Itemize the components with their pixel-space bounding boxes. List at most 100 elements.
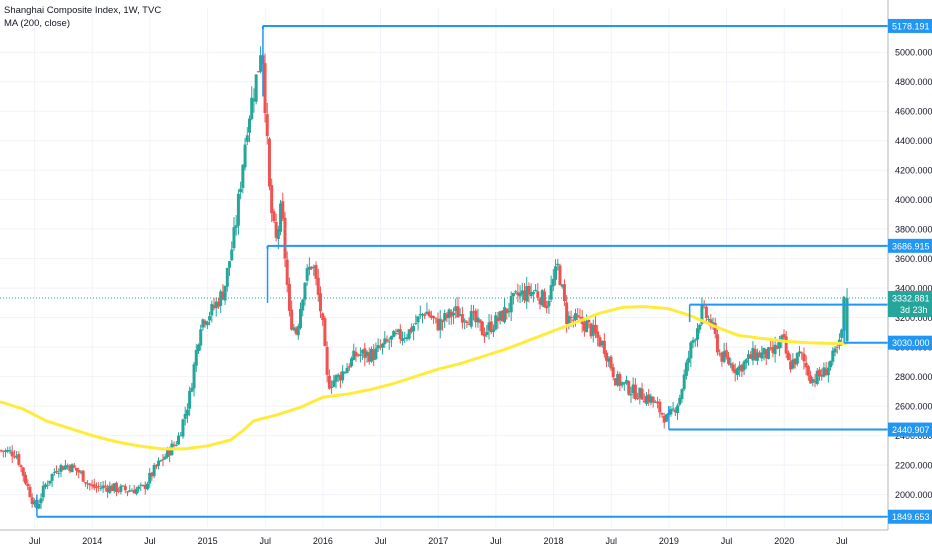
candle-body (343, 372, 347, 374)
candle-body (394, 332, 398, 334)
candle-body (103, 485, 107, 488)
candle-body (52, 471, 56, 473)
last-price-countdown: 3d 23h (900, 305, 928, 315)
candle-body (842, 296, 846, 331)
level-price-label: 3030.000 (892, 338, 930, 348)
candle-body (307, 266, 311, 270)
candle-body (281, 201, 285, 219)
candle-body (0, 450, 3, 452)
candle-body (236, 193, 240, 226)
price-tick-label: 3400.000 (895, 284, 932, 294)
candle-body (210, 304, 214, 316)
candle-body (363, 348, 367, 358)
candle-body (59, 465, 63, 472)
candle-body (361, 349, 365, 354)
candle-body (263, 63, 267, 114)
candle-body (338, 375, 342, 381)
candle-body (287, 283, 291, 311)
legend-title: Shanghai Composite Index, 1W, TVC (4, 5, 162, 16)
candle-body (678, 397, 682, 405)
level-price-label: 5178.191 (892, 21, 930, 31)
candle-body (840, 329, 844, 338)
last-price-value: 3332.881 (892, 294, 930, 304)
candle-body (354, 352, 358, 357)
candle-body (720, 352, 724, 362)
candle-body (611, 367, 615, 378)
candle-body (241, 165, 245, 188)
candle-body (656, 401, 660, 404)
candle-body (6, 449, 10, 452)
candle-body (254, 74, 258, 102)
candle-body (680, 389, 684, 399)
candle-body (704, 306, 708, 319)
candle-body (132, 490, 136, 494)
candle-body (789, 361, 793, 370)
price-tick-label: 3600.000 (895, 254, 932, 264)
time-tick-label: 2020 (774, 536, 794, 546)
candle-body (248, 118, 252, 133)
time-tick-label: 2019 (659, 536, 679, 546)
candle-body (30, 497, 34, 504)
candle-body (294, 328, 298, 334)
time-tick-label: Jul (836, 536, 848, 546)
candle-body (523, 290, 527, 301)
candle-body (511, 292, 515, 297)
candle-body (809, 375, 813, 384)
candle-body (398, 329, 402, 340)
time-tick-label: Jul (605, 536, 617, 546)
candle-body (216, 301, 220, 307)
candle-body (423, 314, 427, 317)
candle-body (806, 366, 810, 376)
candle-body (199, 329, 203, 346)
candle-body (565, 302, 569, 324)
candle-body (356, 354, 360, 356)
candle-body (780, 335, 784, 342)
price-axis: 2000.0002200.0002400.0002600.0002800.000… (887, 0, 932, 550)
candle-body (88, 483, 92, 486)
candle-body (835, 346, 839, 348)
candle-body (642, 400, 646, 403)
candle-body (452, 312, 456, 316)
price-tick-label: 4000.000 (895, 195, 932, 205)
candle-body (381, 343, 385, 348)
time-tick-label: Jul (375, 536, 387, 546)
candle-body (414, 323, 418, 325)
candle-body (130, 490, 134, 492)
candle-body (221, 291, 225, 300)
candle-body (188, 390, 192, 409)
candle-body (600, 341, 604, 346)
candle-body (735, 368, 739, 376)
candle-body (68, 465, 72, 472)
candle-body (778, 341, 782, 349)
candle-body (669, 409, 673, 415)
candle-body (41, 485, 45, 498)
candle-body (203, 320, 207, 325)
candle-body (733, 369, 737, 374)
candle-body (731, 364, 735, 371)
candle-body (551, 278, 555, 287)
candle-body (589, 323, 593, 337)
candle-body (97, 485, 101, 487)
candle-body (596, 331, 600, 338)
candle-body (290, 309, 294, 330)
candle-body (192, 364, 196, 389)
candle-body (94, 487, 98, 489)
candle-body (383, 338, 387, 345)
candle-body (37, 503, 41, 509)
candle-body (265, 114, 269, 137)
candle-body (416, 316, 420, 323)
price-tick-label: 3800.000 (895, 225, 932, 235)
candle-body (715, 334, 719, 353)
candle-body (75, 467, 79, 471)
candle-body (631, 384, 635, 394)
candle-body (145, 483, 149, 490)
candle-body (270, 185, 274, 214)
candle-body (831, 350, 835, 362)
candle-body (793, 358, 797, 365)
candle-body (826, 367, 830, 376)
moving-average (0, 305, 848, 451)
candle-body (110, 485, 114, 491)
candle-body (671, 408, 675, 410)
